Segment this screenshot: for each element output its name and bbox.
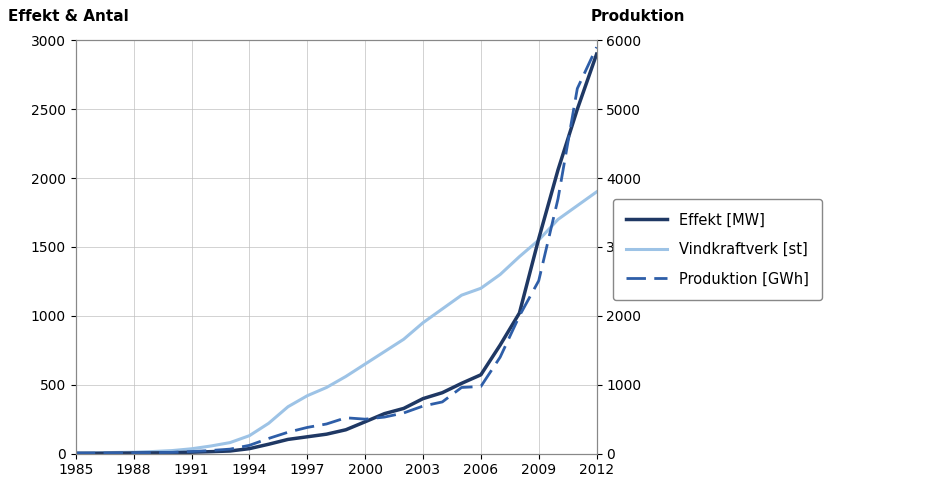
- Effekt [MW]: [128, 450, 139, 456]
- Vindkraftverk [st]: [456, 292, 467, 298]
- Effekt [MW]: [89, 450, 100, 456]
- Effekt [MW]: [167, 450, 178, 456]
- Vindkraftverk [st]: [591, 189, 602, 195]
- Vindkraftverk [st]: [109, 450, 120, 456]
- Line: Vindkraftverk [st]: Vindkraftverk [st]: [76, 192, 597, 453]
- Produktion [GWh]: [360, 416, 371, 422]
- Produktion [GWh]: [224, 446, 236, 452]
- Produktion [GWh]: [243, 443, 255, 449]
- Vindkraftverk [st]: [437, 306, 448, 312]
- Vindkraftverk [st]: [243, 432, 255, 438]
- Effekt [MW]: [514, 310, 526, 316]
- Vindkraftverk [st]: [475, 285, 487, 291]
- Effekt [MW]: [224, 448, 236, 454]
- Vindkraftverk [st]: [89, 450, 100, 456]
- Vindkraftverk [st]: [398, 336, 409, 342]
- Effekt [MW]: [186, 449, 197, 455]
- Vindkraftverk [st]: [282, 404, 294, 410]
- Effekt [MW]: [321, 431, 332, 437]
- Legend: Effekt [MW], Vindkraftverk [st], Produktion [GWh]: Effekt [MW], Vindkraftverk [st], Produkt…: [614, 199, 822, 300]
- Produktion [GWh]: [263, 435, 275, 442]
- Effekt [MW]: [205, 449, 217, 455]
- Produktion [GWh]: [301, 424, 313, 430]
- Effekt [MW]: [475, 372, 487, 378]
- Produktion [GWh]: [572, 86, 583, 92]
- Line: Effekt [MW]: Effekt [MW]: [76, 54, 597, 453]
- Vindkraftverk [st]: [263, 420, 275, 426]
- Effekt [MW]: [147, 450, 158, 456]
- Vindkraftverk [st]: [205, 443, 217, 449]
- Line: Produktion [GWh]: Produktion [GWh]: [76, 47, 597, 453]
- Vindkraftverk [st]: [514, 254, 526, 260]
- Effekt [MW]: [533, 236, 545, 242]
- Produktion [GWh]: [167, 450, 178, 456]
- Produktion [GWh]: [147, 450, 158, 456]
- Vindkraftverk [st]: [70, 450, 81, 456]
- Vindkraftverk [st]: [186, 446, 197, 452]
- Effekt [MW]: [494, 342, 506, 348]
- Effekt [MW]: [552, 167, 563, 173]
- Produktion [GWh]: [109, 450, 120, 456]
- Produktion [GWh]: [514, 313, 526, 319]
- Effekt [MW]: [282, 436, 294, 443]
- Vindkraftverk [st]: [147, 449, 158, 455]
- Produktion [GWh]: [418, 403, 429, 409]
- Effekt [MW]: [398, 405, 409, 411]
- Produktion [GWh]: [321, 421, 332, 427]
- Produktion [GWh]: [456, 385, 467, 391]
- Effekt [MW]: [360, 419, 371, 425]
- Effekt [MW]: [418, 396, 429, 402]
- Vindkraftverk [st]: [418, 320, 429, 326]
- Produktion [GWh]: [533, 278, 545, 284]
- Produktion [GWh]: [89, 450, 100, 456]
- Effekt [MW]: [263, 441, 275, 447]
- Text: Effekt & Antal: Effekt & Antal: [8, 9, 129, 24]
- Vindkraftverk [st]: [301, 393, 313, 399]
- Effekt [MW]: [379, 411, 390, 417]
- Produktion [GWh]: [591, 44, 602, 50]
- Vindkraftverk [st]: [128, 449, 139, 455]
- Vindkraftverk [st]: [572, 203, 583, 209]
- Effekt [MW]: [572, 106, 583, 112]
- Produktion [GWh]: [494, 354, 506, 360]
- Effekt [MW]: [340, 427, 351, 433]
- Produktion [GWh]: [340, 415, 351, 421]
- Vindkraftverk [st]: [379, 349, 390, 355]
- Vindkraftverk [st]: [533, 237, 545, 243]
- Produktion [GWh]: [128, 450, 139, 456]
- Effekt [MW]: [109, 450, 120, 456]
- Effekt [MW]: [301, 434, 313, 440]
- Produktion [GWh]: [282, 429, 294, 435]
- Vindkraftverk [st]: [340, 373, 351, 380]
- Vindkraftverk [st]: [321, 385, 332, 391]
- Produktion [GWh]: [437, 399, 448, 405]
- Produktion [GWh]: [186, 449, 197, 455]
- Effekt [MW]: [591, 51, 602, 57]
- Produktion [GWh]: [205, 448, 217, 454]
- Effekt [MW]: [70, 450, 81, 456]
- Produktion [GWh]: [70, 450, 81, 456]
- Produktion [GWh]: [475, 384, 487, 390]
- Effekt [MW]: [243, 446, 255, 452]
- Text: Produktion: Produktion: [591, 9, 686, 24]
- Vindkraftverk [st]: [494, 272, 506, 278]
- Produktion [GWh]: [379, 414, 390, 420]
- Vindkraftverk [st]: [224, 439, 236, 446]
- Effekt [MW]: [437, 390, 448, 396]
- Produktion [GWh]: [552, 196, 563, 202]
- Vindkraftverk [st]: [552, 216, 563, 222]
- Vindkraftverk [st]: [167, 448, 178, 454]
- Produktion [GWh]: [398, 410, 409, 416]
- Effekt [MW]: [456, 381, 467, 387]
- Vindkraftverk [st]: [360, 361, 371, 367]
